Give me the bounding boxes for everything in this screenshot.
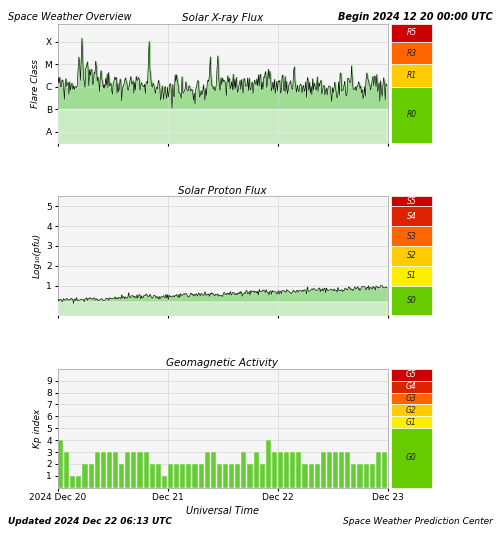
Bar xyxy=(296,452,302,488)
Text: G2: G2 xyxy=(406,406,417,415)
Bar xyxy=(82,464,87,488)
Text: S4: S4 xyxy=(406,212,416,221)
Bar xyxy=(58,440,63,488)
Text: G0: G0 xyxy=(406,454,417,463)
Bar xyxy=(321,452,326,488)
Bar xyxy=(132,452,136,488)
Bar xyxy=(302,464,308,488)
Bar xyxy=(150,464,154,488)
Bar xyxy=(223,464,228,488)
Bar xyxy=(174,464,179,488)
Bar xyxy=(242,452,246,488)
Bar xyxy=(70,476,76,488)
Bar xyxy=(346,452,350,488)
Bar xyxy=(358,464,362,488)
Bar xyxy=(364,464,368,488)
Text: G5: G5 xyxy=(406,370,417,379)
Text: R0: R0 xyxy=(406,110,416,119)
Text: G1: G1 xyxy=(406,418,417,427)
Text: Space Weather Prediction Center: Space Weather Prediction Center xyxy=(342,517,492,526)
Bar xyxy=(101,452,106,488)
Text: S3: S3 xyxy=(406,231,416,240)
Bar xyxy=(126,452,130,488)
Text: R1: R1 xyxy=(406,71,416,80)
Bar xyxy=(119,464,124,488)
Bar xyxy=(144,452,148,488)
Bar xyxy=(192,464,198,488)
Title: Solar Proton Flux: Solar Proton Flux xyxy=(178,185,267,196)
Bar xyxy=(333,452,338,488)
Bar xyxy=(113,452,118,488)
Y-axis label: Log₁₀(pfu): Log₁₀(pfu) xyxy=(33,233,42,278)
Bar xyxy=(290,452,296,488)
Bar xyxy=(236,464,240,488)
Bar xyxy=(186,464,192,488)
Bar xyxy=(217,464,222,488)
Bar xyxy=(229,464,234,488)
Title: Solar X-ray Flux: Solar X-ray Flux xyxy=(182,13,263,23)
Bar xyxy=(76,476,82,488)
Bar xyxy=(254,452,258,488)
Bar xyxy=(327,452,332,488)
Bar xyxy=(156,464,161,488)
Bar xyxy=(94,452,100,488)
Bar xyxy=(314,464,320,488)
Text: Space Weather Overview: Space Weather Overview xyxy=(8,12,131,22)
X-axis label: Universal Time: Universal Time xyxy=(186,506,259,516)
Text: G3: G3 xyxy=(406,394,417,403)
Bar xyxy=(308,464,314,488)
Bar xyxy=(211,452,216,488)
Y-axis label: Kp index: Kp index xyxy=(33,409,42,448)
Bar xyxy=(272,452,277,488)
Bar xyxy=(382,452,387,488)
Text: S0: S0 xyxy=(406,296,416,305)
Text: Updated 2024 Dec 22 06:13 UTC: Updated 2024 Dec 22 06:13 UTC xyxy=(8,517,172,526)
Bar xyxy=(376,452,381,488)
Bar xyxy=(352,464,356,488)
Bar xyxy=(284,452,289,488)
Bar xyxy=(370,464,374,488)
Bar xyxy=(198,464,203,488)
Bar xyxy=(107,452,112,488)
Bar xyxy=(180,464,186,488)
Text: G4: G4 xyxy=(406,382,417,391)
Bar xyxy=(248,464,252,488)
Bar xyxy=(260,464,264,488)
Text: S5: S5 xyxy=(406,197,416,206)
Bar xyxy=(162,476,167,488)
Y-axis label: Flare Class: Flare Class xyxy=(31,59,40,108)
Bar xyxy=(138,452,142,488)
Bar xyxy=(266,440,271,488)
Text: Begin 2024 12 20 00:00 UTC: Begin 2024 12 20 00:00 UTC xyxy=(338,12,492,22)
Title: Geomagnetic Activity: Geomagnetic Activity xyxy=(166,358,278,368)
Text: S1: S1 xyxy=(406,271,416,280)
Bar xyxy=(204,452,210,488)
Text: R3: R3 xyxy=(406,49,416,58)
Bar xyxy=(168,464,173,488)
Bar xyxy=(339,452,344,488)
Bar xyxy=(88,464,94,488)
Text: R5: R5 xyxy=(406,28,416,37)
Bar xyxy=(64,452,69,488)
Text: S2: S2 xyxy=(406,252,416,260)
Bar xyxy=(278,452,283,488)
